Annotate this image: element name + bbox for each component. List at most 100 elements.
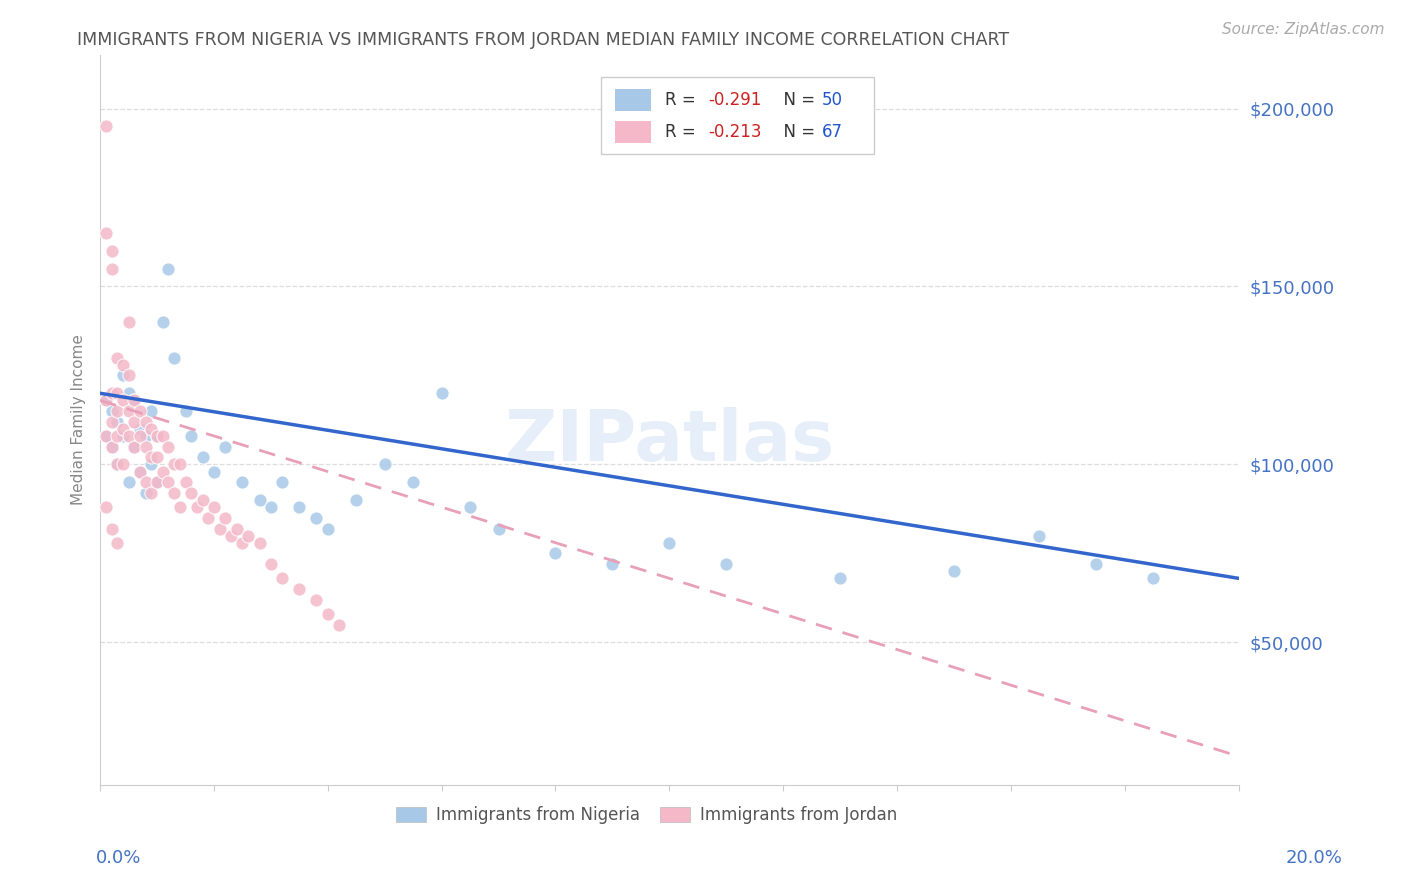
Point [105, 535, 128, 549]
Point [180, 429, 202, 443]
Text: N =: N = [773, 91, 820, 109]
Point [100, 415, 122, 429]
Point [100, 244, 122, 258]
Text: N =: N = [773, 123, 820, 141]
Point [105, 404, 128, 418]
Point [316, 521, 339, 535]
Point [146, 475, 169, 490]
Point [271, 475, 294, 490]
Point [288, 582, 311, 596]
FancyBboxPatch shape [600, 77, 875, 153]
Point [117, 315, 139, 329]
Point [117, 404, 139, 418]
Text: -0.291: -0.291 [709, 91, 762, 109]
Point [124, 393, 146, 408]
Point [105, 386, 128, 401]
Point [231, 475, 253, 490]
Point [305, 511, 328, 525]
Point [163, 486, 186, 500]
Point [100, 521, 122, 535]
Point [105, 458, 128, 472]
Point [94, 393, 117, 408]
Point [152, 315, 174, 329]
Point [214, 511, 236, 525]
Point [830, 571, 852, 585]
Point [135, 429, 157, 443]
Point [328, 617, 350, 632]
Point [117, 429, 139, 443]
Point [260, 557, 283, 571]
Point [105, 429, 128, 443]
Point [716, 557, 738, 571]
Point [100, 440, 122, 454]
Point [141, 422, 163, 436]
Point [344, 493, 367, 508]
Point [544, 546, 567, 560]
Point [249, 493, 271, 508]
Point [305, 592, 328, 607]
Point [94, 429, 117, 443]
Point [163, 458, 186, 472]
Text: ZIPatlas: ZIPatlas [505, 408, 834, 476]
Point [1142, 571, 1164, 585]
Point [105, 458, 128, 472]
Point [288, 500, 311, 515]
Point [942, 564, 965, 578]
Point [488, 521, 510, 535]
Point [129, 429, 152, 443]
Point [163, 351, 186, 365]
Point [117, 386, 139, 401]
Point [94, 120, 117, 134]
Point [146, 429, 169, 443]
Point [191, 450, 214, 465]
Point [271, 571, 294, 585]
Point [100, 440, 122, 454]
Point [169, 500, 191, 515]
Point [157, 261, 180, 276]
Point [124, 440, 146, 454]
Bar [614, 121, 651, 143]
Point [111, 368, 134, 383]
Point [458, 500, 481, 515]
Point [105, 351, 128, 365]
Point [105, 415, 128, 429]
Point [208, 521, 231, 535]
Point [152, 429, 174, 443]
Point [374, 458, 396, 472]
Text: -0.213: -0.213 [709, 123, 762, 141]
Point [141, 458, 163, 472]
Point [135, 486, 157, 500]
Point [94, 393, 117, 408]
Text: 20.0%: 20.0% [1286, 849, 1343, 867]
Bar [614, 89, 651, 111]
Point [174, 404, 197, 418]
Point [129, 422, 152, 436]
Point [402, 475, 425, 490]
Point [214, 440, 236, 454]
Point [111, 422, 134, 436]
Point [219, 528, 242, 542]
Point [124, 415, 146, 429]
Point [236, 528, 259, 542]
Point [174, 475, 197, 490]
Point [191, 493, 214, 508]
Point [157, 440, 180, 454]
Point [658, 535, 681, 549]
Text: R =: R = [665, 123, 700, 141]
Point [94, 429, 117, 443]
Point [117, 475, 139, 490]
Point [100, 386, 122, 401]
Point [1028, 528, 1050, 542]
Point [94, 500, 117, 515]
Point [135, 475, 157, 490]
Point [430, 386, 453, 401]
Point [202, 500, 225, 515]
Point [231, 535, 253, 549]
Point [111, 358, 134, 372]
Point [141, 450, 163, 465]
Point [146, 475, 169, 490]
Point [129, 404, 152, 418]
Legend: Immigrants from Nigeria, Immigrants from Jordan: Immigrants from Nigeria, Immigrants from… [389, 800, 904, 831]
Text: R =: R = [665, 91, 700, 109]
Point [146, 450, 169, 465]
